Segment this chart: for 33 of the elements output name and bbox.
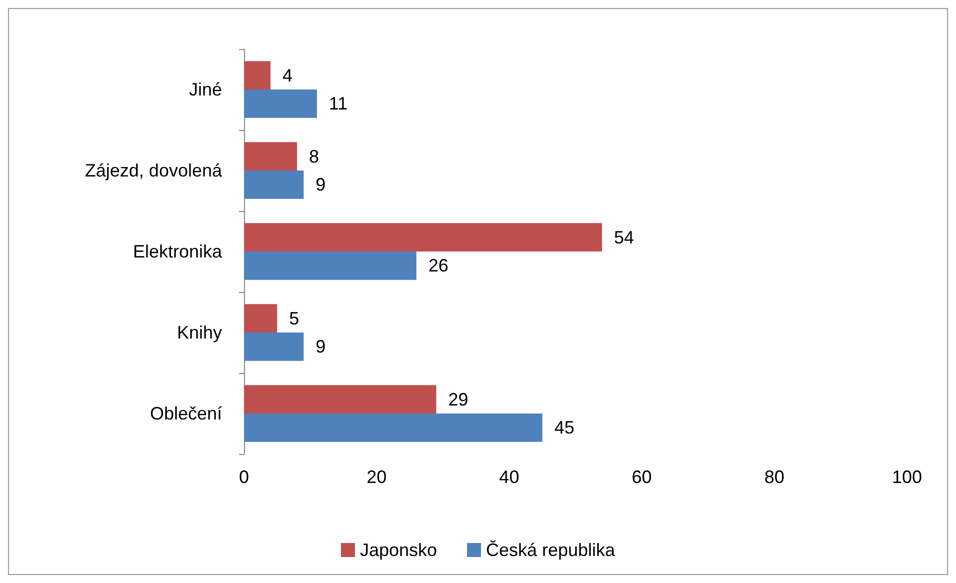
data-label: 11 — [328, 94, 348, 114]
legend-label: Japonsko — [360, 540, 437, 560]
data-label: 54 — [614, 227, 634, 248]
bar — [244, 414, 542, 442]
bar — [244, 142, 298, 170]
bar — [244, 304, 278, 332]
data-label: 5 — [289, 308, 300, 328]
y-tick-label: Zájezd, dovolená — [84, 160, 223, 180]
bar — [244, 252, 416, 280]
bar — [244, 61, 271, 90]
legend-label: Česká republika — [486, 540, 616, 560]
y-tick-label: Knihy — [176, 322, 222, 342]
data-label: 4 — [282, 65, 293, 86]
data-label: 29 — [448, 389, 468, 410]
bar — [244, 223, 602, 252]
x-tick-label: 40 — [499, 467, 520, 487]
data-label: 9 — [316, 174, 326, 195]
x-tick-label: 0 — [238, 467, 250, 487]
data-label: 45 — [554, 418, 574, 438]
y-tick-label: Jiné — [188, 80, 222, 100]
y-tick-label: Oblečení — [150, 404, 222, 424]
data-label: 26 — [428, 256, 448, 276]
x-tick-label: 100 — [892, 467, 922, 487]
bar — [244, 90, 317, 118]
bar — [244, 332, 304, 361]
data-label: 8 — [309, 146, 320, 166]
data-label: 9 — [316, 336, 326, 357]
x-tick-label: 80 — [764, 467, 784, 487]
bar — [244, 170, 304, 199]
y-tick-label: Elektronika — [132, 242, 223, 262]
bar — [244, 385, 436, 414]
x-tick-label: 20 — [366, 467, 387, 487]
x-tick-label: 60 — [632, 467, 652, 487]
